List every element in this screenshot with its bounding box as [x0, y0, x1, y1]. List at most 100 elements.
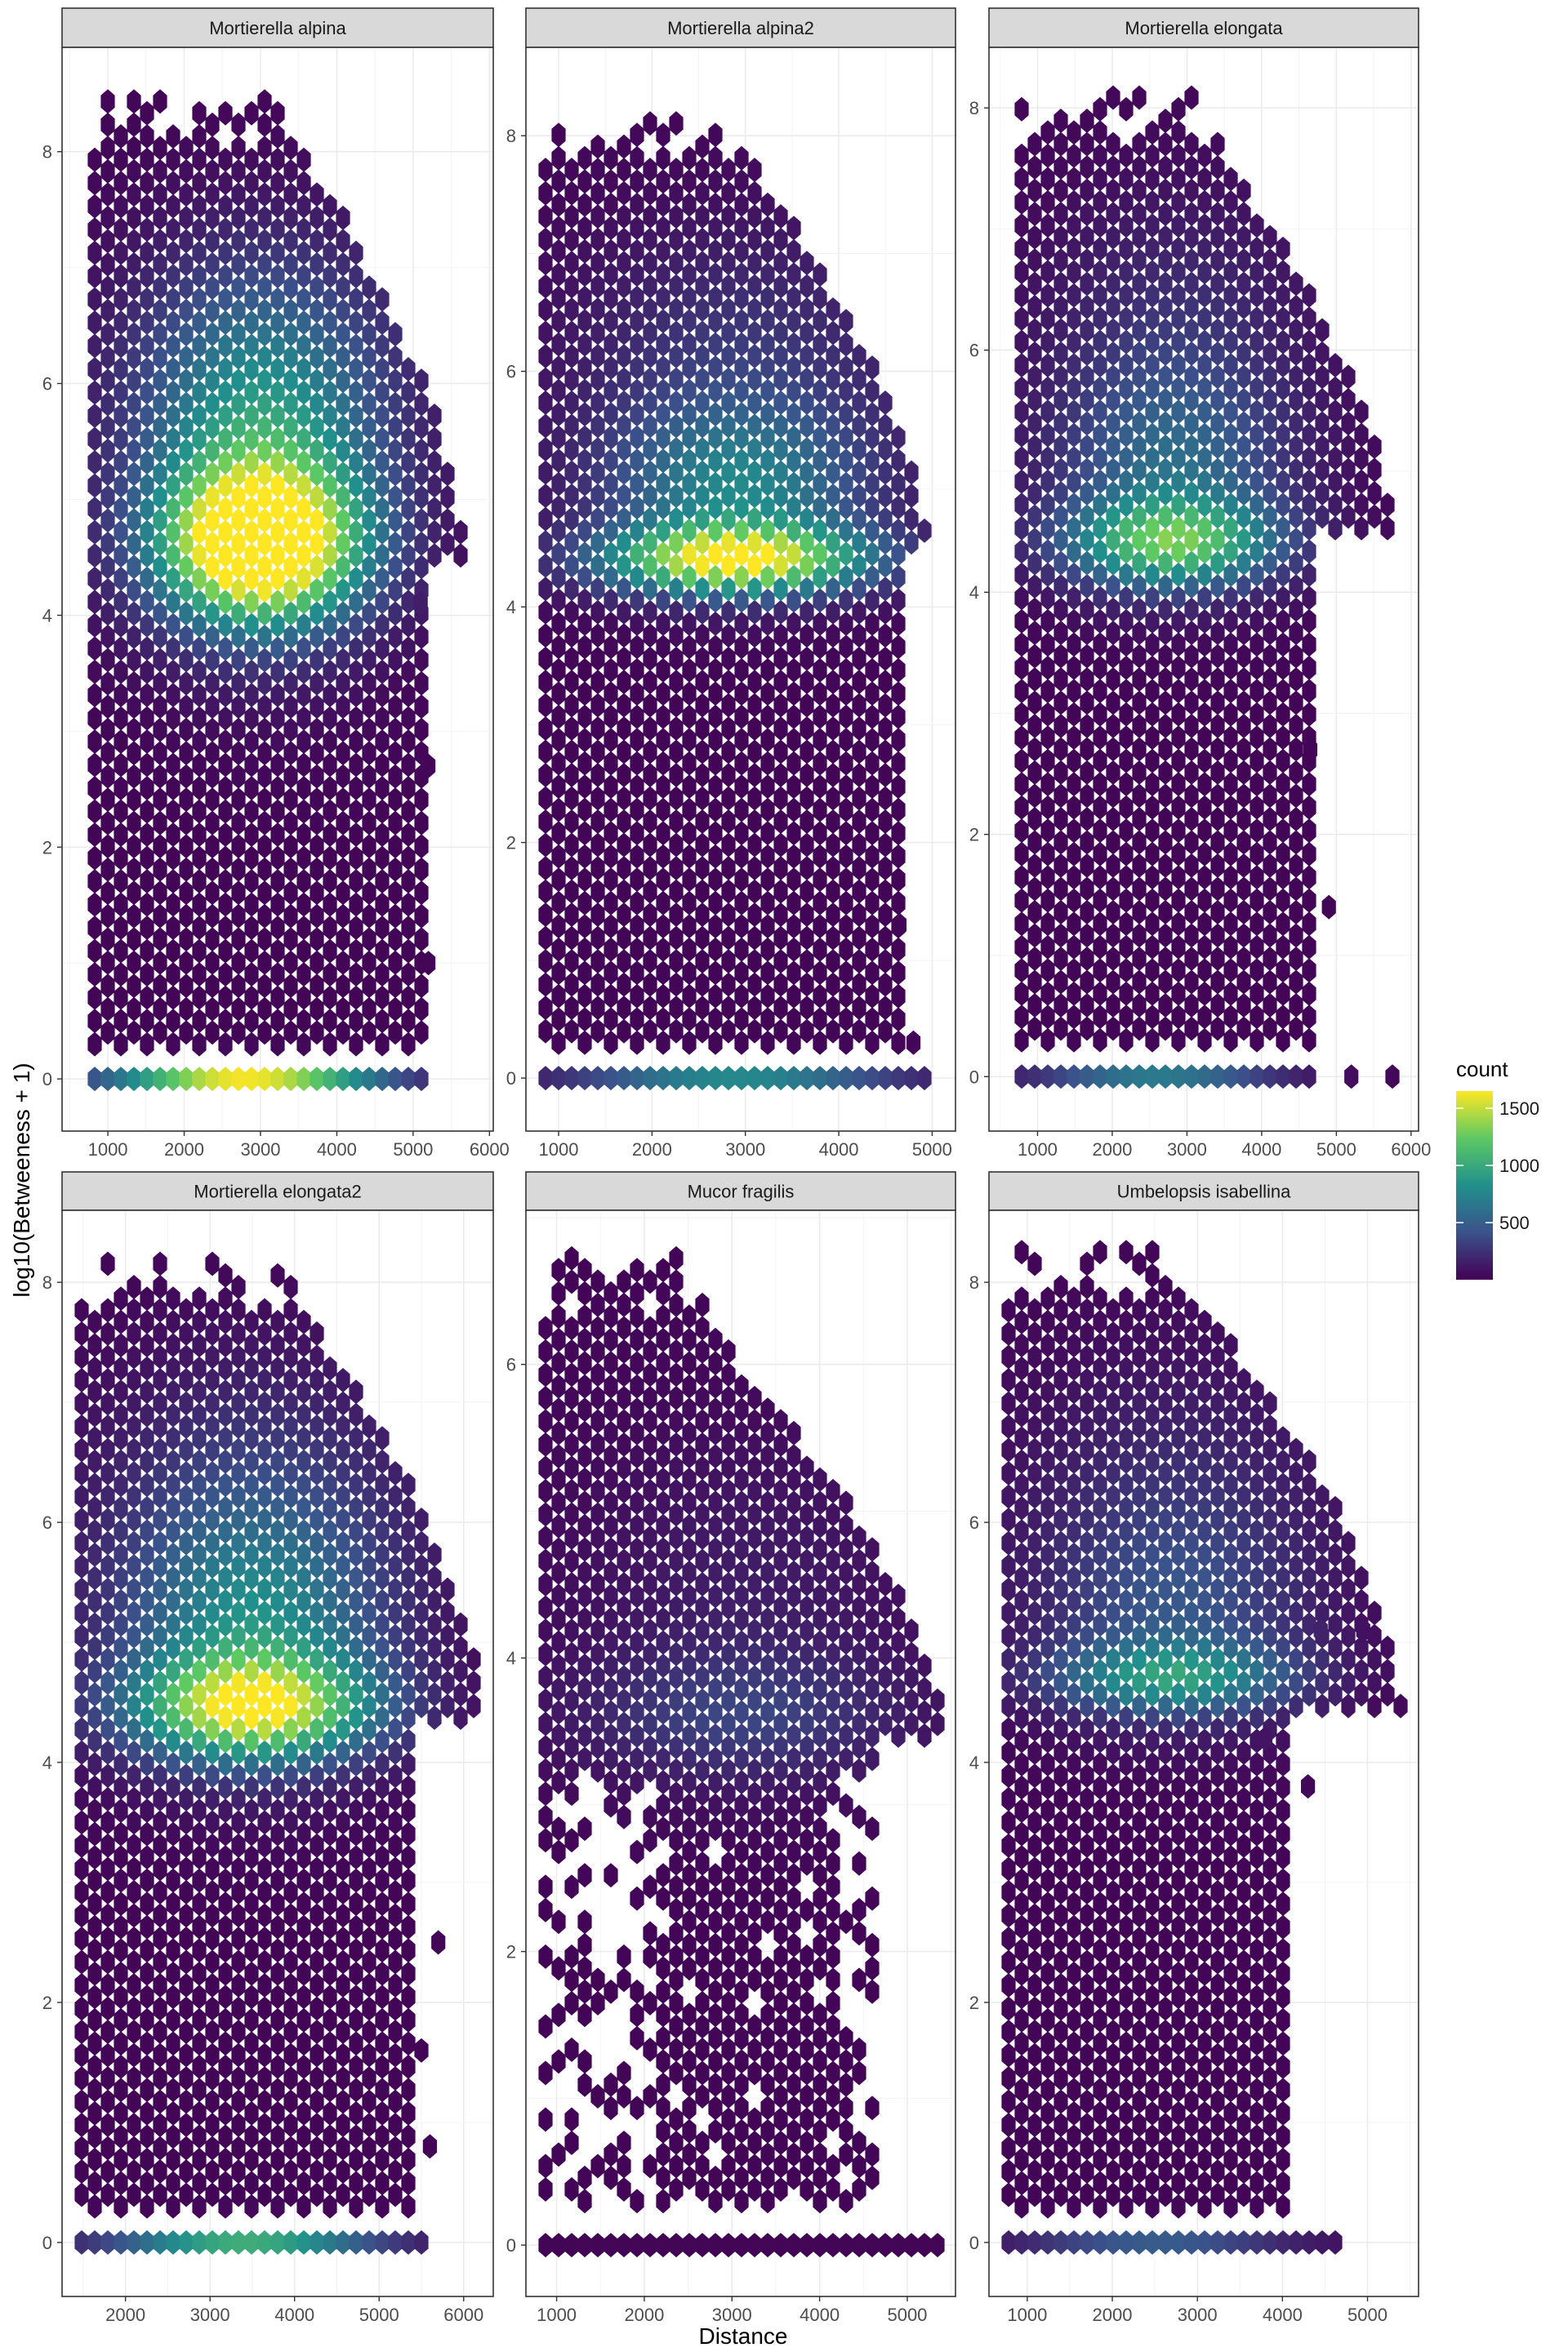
- hex-bin: [166, 869, 180, 894]
- hex-bin: [643, 739, 657, 764]
- hex-bin: [323, 892, 337, 917]
- hex-bin: [839, 471, 853, 497]
- hex-bin: [87, 543, 102, 568]
- hex-bin: [283, 136, 298, 161]
- hex-bin: [786, 238, 801, 264]
- hex-bin: [852, 996, 866, 1021]
- hex-bin: [538, 809, 553, 835]
- hex-bin: [192, 217, 207, 243]
- hex-bin: [296, 962, 311, 987]
- hex-bin: [270, 240, 285, 265]
- hex-bin: [656, 635, 670, 660]
- hex-bin: [617, 1066, 631, 1091]
- hex-bin: [721, 553, 736, 578]
- hex-bin: [153, 229, 167, 254]
- hex-bin: [773, 693, 788, 718]
- hex-bin: [244, 497, 259, 522]
- hex-bin: [310, 368, 324, 394]
- hex-bin: [695, 134, 710, 159]
- hex-bin: [375, 357, 390, 382]
- hex-bin: [244, 147, 259, 172]
- hex-bin: [100, 391, 115, 416]
- hex-bin: [336, 601, 350, 626]
- hex-bin: [414, 717, 429, 742]
- hex-bin: [786, 1066, 801, 1091]
- hex-bin: [140, 962, 154, 987]
- hex-bin: [630, 611, 644, 636]
- hex-bin: [604, 588, 618, 613]
- hex-bin: [604, 821, 618, 846]
- hex-bin: [114, 776, 128, 801]
- hex-bin: [270, 473, 285, 498]
- hex-bin: [388, 555, 403, 580]
- hex-bin: [891, 983, 906, 1009]
- hex-bin: [127, 368, 141, 394]
- hex-bin: [669, 251, 684, 276]
- hex-bin: [604, 681, 618, 706]
- hex-bin: [695, 367, 710, 392]
- hex-bin: [375, 915, 390, 941]
- hex-bin: [296, 1009, 311, 1034]
- hex-bin: [87, 264, 102, 289]
- hex-bin: [800, 274, 814, 299]
- hex-bin: [283, 764, 298, 789]
- hex-bin: [564, 856, 579, 881]
- hex-bin: [310, 880, 324, 906]
- hex-bin: [140, 310, 154, 336]
- hex-bin: [590, 949, 605, 974]
- hex-bin: [826, 553, 840, 578]
- hex-bin: [538, 320, 553, 345]
- hex-bin: [695, 460, 710, 485]
- hex-bin: [786, 797, 801, 822]
- hex-bin: [538, 344, 553, 369]
- hex-bin: [100, 275, 115, 301]
- hex-bin: [114, 845, 128, 871]
- hex-bin: [577, 914, 592, 939]
- hex-bin: [401, 659, 416, 684]
- hex-bin: [760, 1066, 775, 1091]
- hex-bin: [826, 832, 840, 858]
- hex-bin: [153, 741, 167, 766]
- hex-bin: [231, 136, 246, 161]
- hex-bin: [708, 355, 723, 381]
- hex-bin: [682, 588, 697, 613]
- hex-bin: [747, 646, 762, 671]
- hex-bin: [878, 413, 893, 439]
- hex-bin: [375, 683, 390, 708]
- hex-bin: [669, 437, 684, 462]
- hex-bin: [917, 518, 932, 543]
- hex-bin: [166, 938, 180, 964]
- hex-bin: [257, 1067, 272, 1092]
- hex-bin: [538, 1066, 553, 1091]
- hex-bin: [140, 985, 154, 1010]
- hex-bin: [669, 786, 684, 811]
- hex-bin: [630, 238, 644, 264]
- hex-bin: [375, 729, 390, 755]
- hex-bin: [100, 880, 115, 906]
- hex-bin: [362, 531, 376, 556]
- hex-bin: [656, 867, 670, 893]
- hex-bin: [551, 192, 566, 217]
- hex-bin: [826, 506, 840, 532]
- hex-bin: [551, 309, 566, 334]
- hex-bin: [153, 950, 167, 975]
- hex-bin: [773, 809, 788, 835]
- hex-bin: [140, 752, 154, 777]
- hex-bin: [244, 938, 259, 964]
- hex-bin: [270, 426, 285, 452]
- hex-bin: [153, 275, 167, 301]
- y-tick-label: 8: [506, 126, 516, 146]
- hex-bin: [388, 601, 403, 626]
- hex-bin: [310, 950, 324, 975]
- hex-bin: [865, 1007, 880, 1032]
- hex-bin: [414, 531, 429, 556]
- hex-bin: [721, 577, 736, 602]
- hex-bin: [721, 251, 736, 276]
- hex-bin: [760, 635, 775, 660]
- hex-bin: [617, 251, 631, 276]
- hex-bin: [270, 683, 285, 708]
- hex-bin: [1014, 818, 1029, 844]
- hex-bin: [87, 1067, 102, 1092]
- hex-bin: [852, 646, 866, 671]
- hex-bin: [401, 543, 416, 568]
